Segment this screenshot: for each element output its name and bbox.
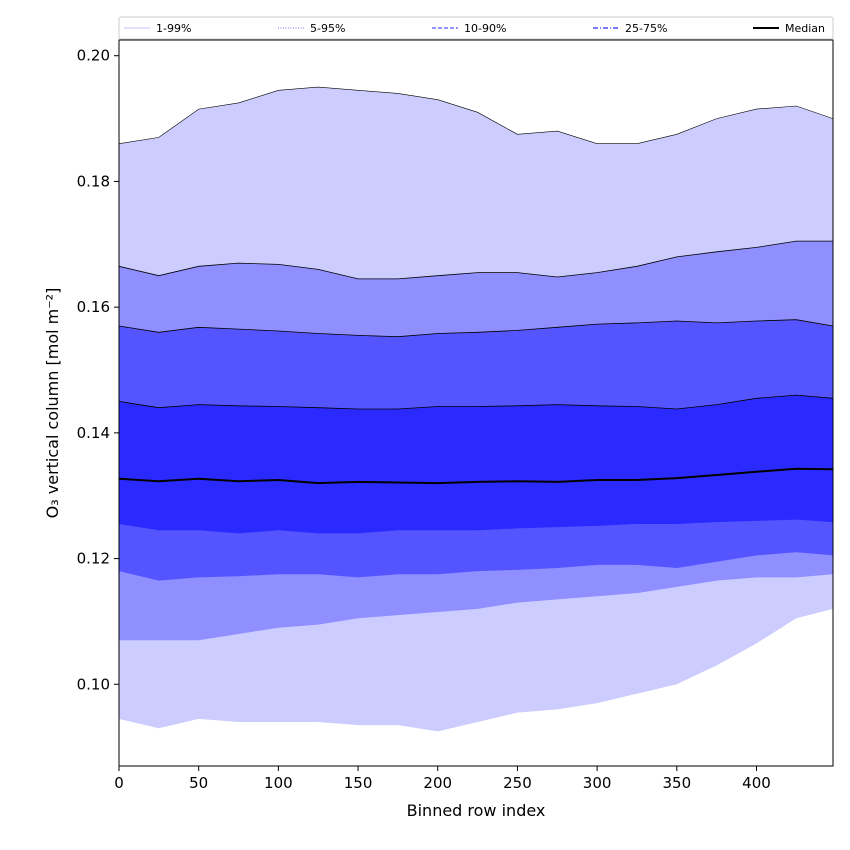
y-tick-label: 0.14 bbox=[77, 424, 110, 442]
median-line bbox=[118, 467, 834, 485]
legend: 1-99% 5-95% 10-90% 25-75% Median bbox=[118, 16, 834, 40]
band-2-upper-edge bbox=[118, 240, 833, 280]
y-tick-label: 0.20 bbox=[77, 47, 110, 65]
legend-box bbox=[118, 16, 834, 40]
y-axis: 0.10 0.12 0.14 0.16 0.18 0.20 bbox=[77, 47, 119, 693]
band-1-upper-edge bbox=[118, 86, 834, 144]
band-4-upper-edge bbox=[118, 394, 834, 410]
x-axis-label: Binned row index bbox=[407, 801, 546, 820]
y-axis-label: O₃ vertical column [mol m⁻²] bbox=[43, 288, 62, 519]
y-tick-label: 0.16 bbox=[77, 298, 110, 316]
x-axis: 0 50 100 150 200 250 300 350 400 bbox=[114, 766, 771, 792]
legend-label: 1-99% bbox=[156, 22, 191, 35]
band-3-upper-edge bbox=[118, 319, 834, 338]
plot-frame bbox=[118, 39, 834, 767]
x-tick-label: 200 bbox=[423, 774, 452, 792]
band-edge-lines bbox=[118, 86, 834, 485]
y-tick-label: 0.10 bbox=[77, 675, 110, 693]
x-tick-label: 150 bbox=[344, 774, 373, 792]
x-tick-label: 50 bbox=[189, 774, 208, 792]
y-tick-label: 0.18 bbox=[77, 172, 110, 190]
legend-label: 25-75% bbox=[625, 22, 667, 35]
x-tick-label: 300 bbox=[583, 774, 612, 792]
x-tick-label: 250 bbox=[503, 774, 532, 792]
percentile-bands bbox=[119, 87, 833, 732]
legend-label: 5-95% bbox=[310, 22, 345, 35]
x-tick-label: 350 bbox=[662, 774, 691, 792]
legend-label: Median bbox=[785, 22, 825, 35]
legend-label: 10-90% bbox=[464, 22, 506, 35]
x-tick-label: 0 bbox=[114, 774, 124, 792]
x-tick-label: 100 bbox=[264, 774, 293, 792]
x-tick-label: 400 bbox=[742, 774, 771, 792]
band-4 bbox=[119, 395, 833, 534]
y-tick-label: 0.12 bbox=[77, 550, 110, 568]
